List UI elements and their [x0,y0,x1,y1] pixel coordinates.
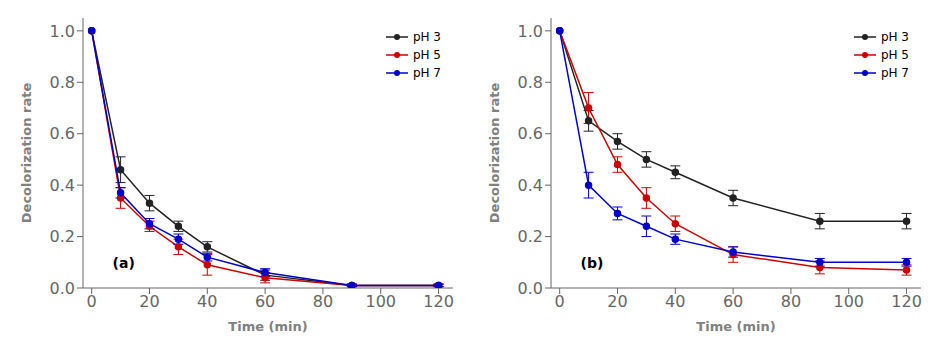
svg-text:120: 120 [891,292,922,311]
html-text:pH 3: pH 3 [880,30,909,44]
svg-text:0.0: 0.0 [50,279,75,298]
svg-text:0.4: 0.4 [50,176,75,195]
svg-text:Time (min): Time (min) [228,319,307,334]
svg-text:0.4: 0.4 [518,176,543,195]
html-text:pH 7: pH 7 [880,66,909,80]
html-text:pH 5: pH 5 [412,48,441,62]
svg-text:80: 80 [313,292,333,311]
svg-text:0.6: 0.6 [518,124,543,143]
html-text:(a): (a) [112,254,135,271]
svg-text:40: 40 [197,292,217,311]
svg-text:0.2: 0.2 [518,227,543,246]
svg-text:1.0: 1.0 [50,22,75,41]
html-text:(b): (b) [580,254,604,271]
html-text:pH 5: pH 5 [880,48,909,62]
svg-text:40: 40 [665,292,685,311]
svg-text:60: 60 [255,292,275,311]
svg-text:20: 20 [139,292,159,311]
svg-text:Decolorization rate: Decolorization rate [19,83,34,224]
html-text:pH 7: pH 7 [412,66,441,80]
svg-text:1.0: 1.0 [518,22,543,41]
html-text:pH 3: pH 3 [412,30,441,44]
svg-text:120: 120 [423,292,454,311]
svg-text:0.2: 0.2 [50,227,75,246]
svg-text:0.8: 0.8 [50,73,75,92]
svg-text:0: 0 [87,292,97,311]
svg-text:100: 100 [833,292,864,311]
svg-text:100: 100 [365,292,396,311]
svg-text:0.6: 0.6 [50,124,75,143]
svg-text:0: 0 [555,292,565,311]
svg-text:0.8: 0.8 [518,73,543,92]
svg-text:0.0: 0.0 [518,279,543,298]
svg-text:Decolorization rate: Decolorization rate [487,83,502,224]
svg-text:80: 80 [781,292,801,311]
svg-text:60: 60 [723,292,743,311]
svg-text:Time (min): Time (min) [696,319,775,334]
svg-text:20: 20 [607,292,627,311]
